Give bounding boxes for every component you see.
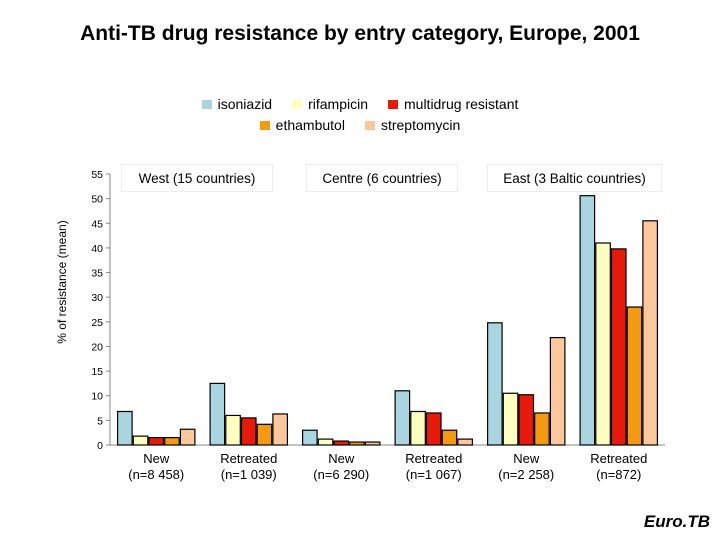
legend-label-multidrug-resistant: multidrug resistant [404, 96, 519, 112]
y-tick-label: 20 [91, 341, 103, 353]
bar-streptomycin-3 [457, 438, 473, 446]
y-tick-label: 35 [91, 268, 103, 280]
x-category-label-line1: New [143, 451, 170, 466]
legend-label-isoniazid: isoniazid [217, 96, 273, 112]
bar-rifampicin-3 [410, 410, 426, 446]
y-tick-label: 40 [91, 243, 103, 255]
bar-rifampicin-5 [595, 242, 611, 446]
bar-isoniazid-1 [209, 382, 226, 446]
bar-multidrug-resistant-5 [610, 248, 627, 446]
x-category-label-line1: Retreated [220, 451, 277, 466]
legend-row-2: ethambutol streptomycin [0, 117, 720, 133]
legend-item-isoniazid: isoniazid [201, 96, 273, 112]
y-tick-label: 0 [97, 440, 103, 452]
region-label-east: East (3 Baltic countries) [487, 164, 662, 192]
y-tick-label: 30 [91, 292, 103, 304]
bar-isoniazid-4 [487, 322, 503, 446]
x-category-label-line2: (n=1 067) [406, 467, 462, 482]
bar-isoniazid-3 [394, 390, 411, 446]
legend-item-rifampicin: rifampicin [292, 96, 368, 112]
bar-multidrug-resistant-2 [333, 440, 350, 446]
legend-label-ethambutol: ethambutol [275, 117, 345, 133]
eurotb-brand: Euro.TB [643, 512, 710, 531]
x-category-label-line2: (n=2 258) [498, 467, 554, 482]
bar-ethambutol-3 [441, 429, 458, 446]
region-label-west: West (15 countries) [121, 164, 273, 192]
bar-streptomycin-4 [549, 336, 566, 446]
bar-streptomycin-1 [272, 413, 288, 446]
bar-rifampicin-2 [317, 438, 334, 446]
legend-item-multidrug-resistant: multidrug resistant [388, 96, 518, 112]
chart-title: Anti-TB drug resistance by entry categor… [80, 22, 640, 45]
legend-label-streptomycin: streptomycin [380, 117, 461, 133]
y-tick-label: 50 [91, 194, 103, 206]
legend-item-streptomycin: streptomycin [364, 117, 461, 133]
bar-multidrug-resistant-0 [148, 437, 165, 446]
bar-ethambutol-5 [626, 306, 643, 446]
legend-swatch-streptomycin [364, 120, 375, 130]
y-tick-label: 10 [91, 391, 103, 403]
legend-swatch-isoniazid [201, 99, 212, 109]
bar-ethambutol-2 [349, 441, 365, 446]
legend-item-ethambutol: ethambutol [259, 117, 345, 133]
y-tick-label: 55 [91, 169, 103, 181]
bar-isoniazid-2 [302, 429, 318, 446]
bar-multidrug-resistant-3 [425, 412, 442, 446]
legend-swatch-ethambutol [259, 120, 270, 130]
bar-ethambutol-1 [256, 423, 273, 446]
y-tick-label: 45 [91, 218, 103, 230]
x-category-label-line1: New [328, 451, 355, 466]
legend-row-1: isoniazid rifampicin multidrug resistant [0, 96, 720, 112]
bar-rifampicin-4 [502, 392, 519, 446]
bar-streptomycin-2 [364, 441, 381, 446]
x-category-label-line2: (n=1 039) [221, 467, 277, 482]
bar-isoniazid-0 [116, 410, 133, 446]
legend-label-rifampicin: rifampicin [308, 96, 368, 112]
bar-rifampicin-1 [225, 414, 241, 446]
bar-streptomycin-0 [179, 428, 196, 446]
legend-swatch-multidrug-resistant [388, 99, 398, 109]
x-category-label-line2: (n=8 458) [128, 467, 184, 482]
bar-ethambutol-4 [534, 412, 550, 446]
x-category-label-line1: New [513, 451, 540, 466]
bar-isoniazid-5 [579, 195, 596, 446]
y-tick-label: 25 [91, 317, 103, 329]
x-category-label-line1: Retreated [405, 451, 462, 466]
x-category-label-line1: Retreated [590, 451, 647, 466]
bar-rifampicin-0 [132, 435, 149, 446]
bar-ethambutol-0 [164, 437, 180, 446]
bar-multidrug-resistant-4 [518, 394, 535, 446]
bar-multidrug-resistant-1 [240, 417, 257, 446]
x-category-label-line2: (n=6 290) [313, 467, 369, 482]
x-category-label-line2: (n=872) [596, 467, 641, 482]
legend-swatch-rifampicin [292, 99, 303, 109]
y-tick-label: 15 [91, 366, 103, 378]
bar-streptomycin-5 [642, 220, 659, 446]
region-label-centre: Centre (6 countries) [306, 164, 458, 192]
y-tick-label: 5 [97, 415, 103, 427]
